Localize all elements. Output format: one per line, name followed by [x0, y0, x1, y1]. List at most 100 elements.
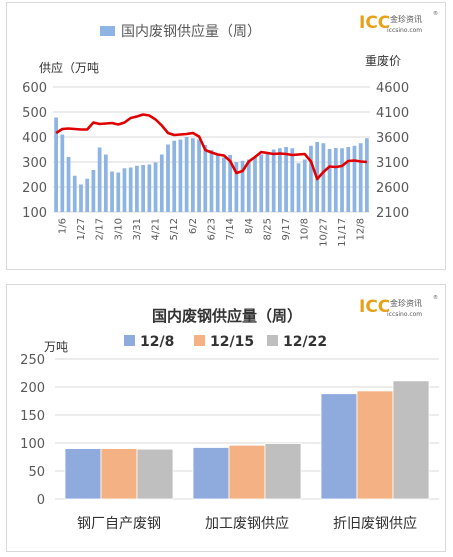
logo-url: iccsino.com: [387, 27, 422, 34]
y-tick-label: 150: [20, 409, 45, 424]
supply-bar: [327, 149, 332, 212]
bar-12-15: [228, 444, 266, 500]
logo-registered: ®: [433, 294, 438, 301]
supply-bar: [128, 167, 133, 212]
x-tick-label: 9/17: [281, 218, 292, 240]
supply-bar: [79, 184, 83, 212]
logo-mark: ICC: [359, 297, 390, 317]
y-tick-label: 100: [20, 437, 45, 452]
supply-bar: [228, 155, 233, 212]
category-label: 折旧废钢供应: [333, 515, 417, 532]
x-tick-label: 3/31: [132, 218, 143, 240]
bar-12-15: [100, 448, 138, 500]
legend-swatch: [267, 335, 278, 346]
bar-12-8: [192, 447, 230, 500]
supply-bar: [296, 163, 301, 212]
supply-bar: [72, 175, 77, 212]
y-left-tick-label: 400: [22, 131, 47, 146]
supply-bar: [203, 145, 208, 212]
y-right-tick-label: 3600: [376, 131, 409, 146]
icc-logo: ICC 金珍资讯 ® iccsino.com: [359, 10, 438, 34]
supply-bar: [215, 154, 220, 212]
supply-bar: [91, 170, 96, 212]
y-axis-label: 万吨: [44, 340, 68, 354]
bar-12-22: [392, 380, 430, 500]
supply-bar: [66, 157, 71, 212]
y-right-label: 重废价: [365, 53, 401, 68]
supply-bar: [365, 138, 369, 212]
bar-12-15: [356, 390, 394, 500]
supply-bar: [346, 147, 351, 212]
x-tick-label: 3/10: [113, 218, 124, 240]
supply-bar: [340, 148, 344, 212]
bar-12-8: [320, 393, 358, 500]
x-tick-label: 1/27: [76, 218, 87, 240]
y-right-tick-label: 4600: [376, 81, 409, 96]
supply-bar: [54, 117, 58, 212]
supply-bar: [290, 148, 295, 212]
supply-bar: [159, 154, 164, 212]
y-tick-label: 200: [20, 381, 45, 396]
price-line: [55, 113, 368, 181]
supply-bar: [284, 147, 288, 212]
y-left-tick-label: 300: [22, 156, 47, 171]
supply-bar: [222, 157, 226, 212]
category-supply-chart: ICC 金珍资讯 ® iccsino.com 国内废钢供应量（周） 万吨 12/…: [20, 294, 439, 532]
logo-mark: ICC: [359, 13, 390, 33]
x-tick-label: 10/27: [318, 218, 329, 247]
supply-bar: [302, 159, 307, 212]
category-label: 钢厂自产废钢: [77, 516, 161, 532]
y-left-label: 供应（万吨: [39, 60, 99, 75]
x-tick-label: 10/8: [300, 218, 311, 240]
logo-url: iccsino.com: [387, 311, 422, 318]
x-tick-label: 7/14: [225, 218, 236, 240]
y-right-tick-label: 2100: [376, 206, 409, 221]
supply-bar: [190, 138, 195, 212]
supply-bar: [234, 162, 239, 212]
supply-bar: [97, 147, 102, 212]
supply-bar: [178, 139, 183, 212]
y-left-tick-label: 100: [22, 206, 47, 221]
legend-swatch: [124, 335, 135, 346]
bar-12-22: [264, 443, 302, 500]
supply-bar: [246, 159, 251, 212]
legend-swatch: [194, 335, 205, 346]
legend-label: 国内废钢供应量（周）: [121, 23, 261, 40]
chart-title: 国内废钢供应量（周）: [152, 307, 302, 325]
category-label: 加工废钢供应: [205, 515, 289, 532]
supply-bar: [197, 139, 201, 212]
logo-name: 金珍资讯: [390, 14, 422, 24]
legend-label: 12/15: [210, 334, 254, 350]
y-left-tick-label: 600: [22, 81, 47, 96]
y-tick-label: 50: [28, 465, 45, 480]
supply-bar: [153, 162, 158, 212]
supply-bar: [141, 165, 145, 212]
supply-bar: [209, 150, 214, 212]
y-right-tick-label: 3100: [376, 156, 409, 171]
x-tick-label: 1/6: [57, 218, 68, 234]
supply-bar: [172, 140, 177, 212]
x-tick-label: 5/12: [169, 218, 180, 240]
y-tick-label: 0: [37, 493, 45, 508]
supply-bar: [253, 157, 257, 212]
legend-label: 12/8: [140, 334, 174, 350]
supply-bar: [309, 145, 313, 212]
y-left-tick-label: 200: [22, 181, 47, 196]
supply-bar: [135, 165, 139, 212]
supply-bar: [358, 143, 363, 212]
supply-bar: [271, 149, 276, 212]
legend-swatch: [100, 26, 115, 36]
supply-bar: [240, 160, 245, 212]
x-tick-label: 4/21: [151, 218, 162, 240]
y-left-tick-label: 500: [22, 106, 47, 121]
y-tick-label: 250: [20, 353, 45, 368]
supply-bar: [352, 145, 357, 212]
supply-bar: [122, 168, 127, 212]
supply-bar: [321, 143, 326, 212]
supply-bar: [278, 148, 282, 212]
legend-label: 12/22: [283, 334, 327, 350]
logo-registered: ®: [433, 10, 438, 17]
x-tick-label: 6/23: [207, 218, 218, 240]
logo-name: 金珍资讯: [390, 298, 422, 308]
bar-12-22: [136, 448, 174, 500]
